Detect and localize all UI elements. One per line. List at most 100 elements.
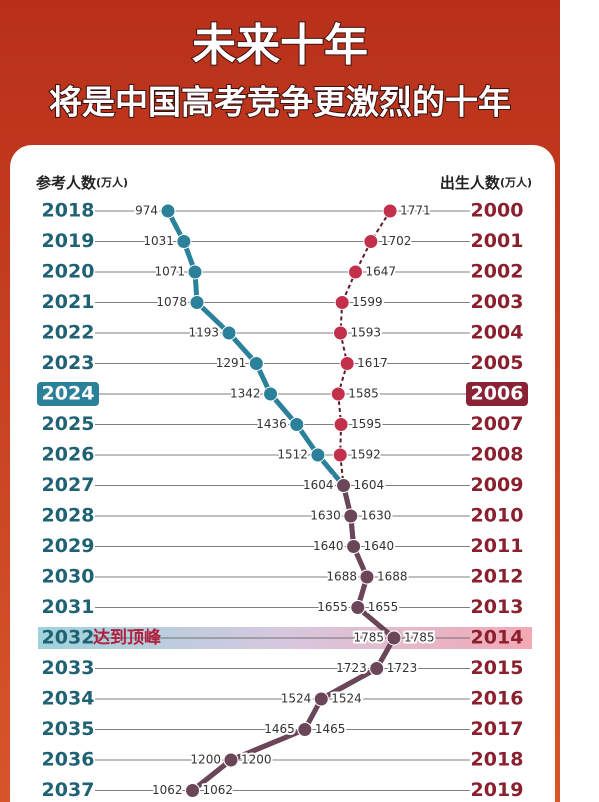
title: 未来十年 xyxy=(192,20,368,71)
left-series-name: 参考人数 xyxy=(36,174,97,192)
point xyxy=(333,417,349,432)
point xyxy=(369,661,385,676)
left-year: 2033 xyxy=(42,657,95,679)
left-year: 2029 xyxy=(42,535,95,557)
segment xyxy=(341,271,357,303)
point xyxy=(223,752,239,768)
point xyxy=(334,295,350,310)
value-label: 1688 xyxy=(377,570,408,584)
point xyxy=(160,203,176,219)
segment xyxy=(337,393,343,425)
value-label: 1723 xyxy=(387,661,418,675)
right-year: 2002 xyxy=(471,261,524,283)
right-year: 2010 xyxy=(471,505,524,527)
right-year: 2018 xyxy=(471,749,524,771)
value-label: 1062 xyxy=(203,783,234,797)
value-label: 1785 xyxy=(404,631,435,645)
point xyxy=(343,508,359,524)
left-year: 2027 xyxy=(42,474,95,496)
right-year: 2007 xyxy=(471,413,524,435)
value-label: 1593 xyxy=(350,326,381,340)
left-year: 2025 xyxy=(42,413,95,435)
segment xyxy=(230,727,306,763)
value-label: 1062 xyxy=(152,783,183,797)
right-header: 出生人数(万人) xyxy=(440,174,532,192)
right-year: 2005 xyxy=(471,352,524,374)
value-label: 1785 xyxy=(353,631,384,645)
value-label: 1640 xyxy=(313,539,344,553)
point xyxy=(332,325,348,341)
value-label: 1291 xyxy=(216,356,247,370)
segment xyxy=(337,363,349,395)
value-label: 1193 xyxy=(188,326,219,340)
lines xyxy=(37,210,532,791)
value-label: 1200 xyxy=(241,753,272,767)
left-year: 2035 xyxy=(42,718,95,740)
value-label: 1617 xyxy=(357,356,388,370)
left-year: 2031 xyxy=(42,596,95,618)
value-label: 974 xyxy=(135,204,158,218)
value-label: 1604 xyxy=(303,478,334,492)
right-year: 2003 xyxy=(471,291,524,313)
point xyxy=(350,600,366,615)
segment xyxy=(356,605,396,640)
segment xyxy=(339,424,343,456)
value-label: 1630 xyxy=(361,509,392,523)
left-year: 2023 xyxy=(42,352,95,374)
value-label: 1771 xyxy=(400,204,431,218)
right-year: 2011 xyxy=(471,535,524,557)
right-year: 2013 xyxy=(471,596,524,618)
value-label: 1078 xyxy=(156,295,187,309)
value-label: 1512 xyxy=(277,448,308,462)
value-label: 1465 xyxy=(264,722,295,736)
segment xyxy=(190,758,233,793)
right-year: 2000 xyxy=(471,200,524,222)
right-year: 2014 xyxy=(471,627,524,649)
value-label: 1342 xyxy=(230,387,261,401)
segment xyxy=(339,302,344,334)
point xyxy=(289,417,305,432)
left-year: 2022 xyxy=(42,322,95,344)
left-year: 2037 xyxy=(42,779,95,801)
right-year: 2001 xyxy=(471,230,524,252)
right-highlight xyxy=(466,382,528,406)
value-label: 1592 xyxy=(350,448,381,462)
value-label: 1655 xyxy=(317,600,348,614)
left-year: 2019 xyxy=(42,230,95,252)
left-year: 2034 xyxy=(42,688,95,710)
value-label: 1524 xyxy=(281,692,312,706)
right-year: 2015 xyxy=(471,657,524,679)
left-year: 2020 xyxy=(42,261,95,283)
value-label: 1604 xyxy=(354,478,385,492)
right-year: 2009 xyxy=(471,474,524,496)
point xyxy=(187,264,203,280)
right-year: 2008 xyxy=(471,444,524,466)
point xyxy=(248,356,264,371)
subtitle: 将是中国高考竞争更激烈的十年 xyxy=(49,83,511,122)
right-year: 2004 xyxy=(471,322,524,344)
point xyxy=(348,264,364,280)
point xyxy=(332,447,348,463)
point xyxy=(359,569,375,585)
point xyxy=(363,234,379,249)
point xyxy=(310,447,326,463)
value-label: 1688 xyxy=(326,570,357,584)
value-label: 1436 xyxy=(256,417,287,431)
point xyxy=(386,630,402,646)
left-year: 2032 xyxy=(42,627,95,649)
value-label: 1071 xyxy=(154,265,185,279)
points xyxy=(160,203,402,798)
point xyxy=(313,691,329,707)
value-label: 1640 xyxy=(364,539,395,553)
right-year: 2019 xyxy=(471,779,524,801)
left-year: 2026 xyxy=(42,444,95,466)
value-label: 1702 xyxy=(381,234,412,248)
right-series-name: 出生人数 xyxy=(440,174,501,192)
left-year: 2018 xyxy=(42,200,95,222)
value-label: 1465 xyxy=(315,722,346,736)
left-year: 2021 xyxy=(42,291,95,313)
value-label: 1595 xyxy=(351,417,382,431)
left-header: 参考人数(万人) xyxy=(36,174,128,192)
value-label: 1200 xyxy=(190,753,221,767)
point xyxy=(185,783,201,798)
